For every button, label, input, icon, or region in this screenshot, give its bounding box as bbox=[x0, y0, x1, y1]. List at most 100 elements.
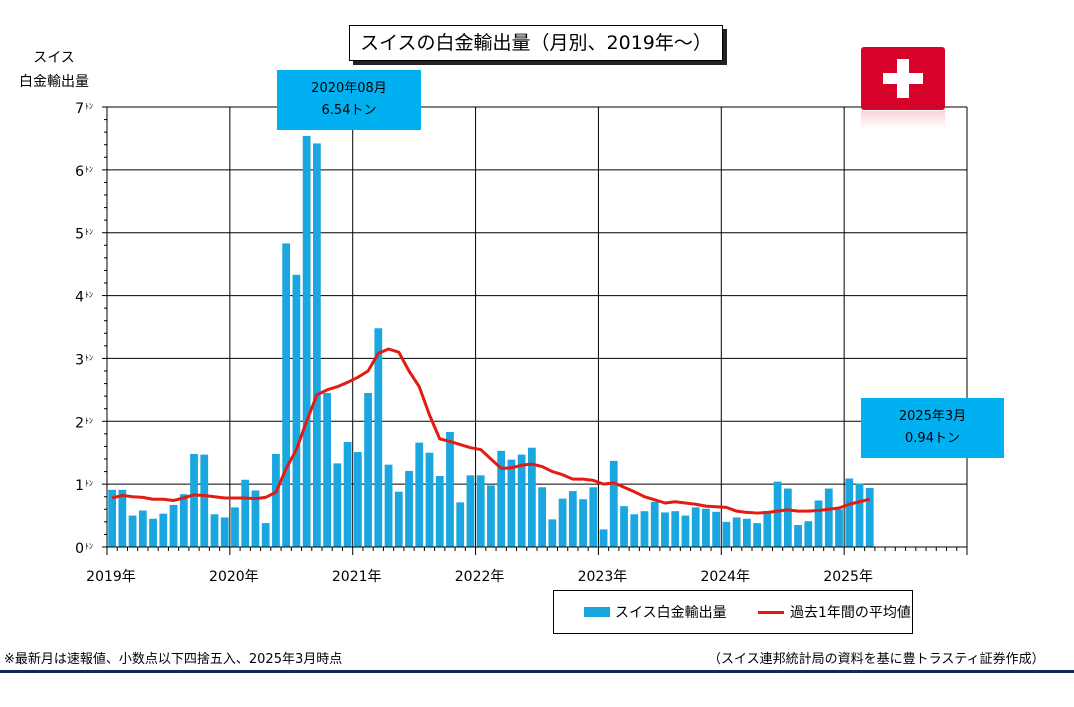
bar-series bbox=[108, 135, 874, 547]
bar bbox=[865, 487, 874, 547]
bar bbox=[640, 511, 649, 547]
y-tick-unit: ﾄﾝ bbox=[85, 228, 93, 237]
bar bbox=[650, 501, 659, 547]
y-tick-label: 0 bbox=[75, 541, 84, 557]
grid-lines bbox=[107, 106, 968, 547]
swiss-flag-reflection bbox=[861, 111, 945, 129]
y-tick-label: 7 bbox=[75, 101, 84, 117]
bar bbox=[435, 475, 444, 547]
bar bbox=[210, 514, 219, 547]
bar bbox=[261, 523, 270, 547]
y-tick-unit: ﾄﾝ bbox=[85, 542, 93, 551]
bar bbox=[343, 442, 352, 547]
bar bbox=[824, 488, 833, 547]
bar bbox=[620, 506, 628, 547]
bar bbox=[405, 470, 413, 547]
bar bbox=[804, 521, 813, 547]
y-tick-unit: ﾄﾝ bbox=[85, 479, 93, 488]
y-tick-label: 2 bbox=[75, 415, 84, 431]
bar bbox=[138, 510, 147, 547]
bar bbox=[108, 489, 117, 547]
bar bbox=[241, 479, 250, 547]
bar bbox=[630, 514, 639, 547]
bar bbox=[190, 453, 198, 547]
chart-title: スイスの白金輸出量（月別、2019年～） bbox=[349, 25, 723, 61]
bar bbox=[661, 512, 669, 547]
bar bbox=[845, 478, 854, 547]
bar bbox=[589, 487, 598, 547]
swiss-flag-icon bbox=[861, 47, 945, 110]
bar bbox=[333, 463, 342, 547]
bar bbox=[517, 454, 526, 547]
callout-peak: 2020年08月 6.54トン bbox=[277, 70, 421, 130]
bar bbox=[282, 243, 291, 547]
bar bbox=[507, 459, 516, 547]
bar bbox=[220, 517, 229, 547]
bar bbox=[783, 488, 792, 547]
bar bbox=[394, 491, 403, 547]
bar bbox=[159, 513, 168, 547]
callout-latest: 2025年3月 0.94トン bbox=[861, 398, 1004, 458]
y-tick-label: 6 bbox=[75, 164, 84, 180]
bar bbox=[312, 143, 321, 547]
x-tick-label: 2019年 bbox=[86, 569, 136, 585]
x-tick-label: 2022年 bbox=[455, 569, 505, 585]
y-tick-unit: ﾄﾝ bbox=[85, 102, 93, 111]
legend-swatch-bar bbox=[584, 607, 610, 617]
legend-swatch-line bbox=[758, 610, 784, 614]
bar bbox=[691, 507, 700, 547]
x-tick-labels: 2019年 2020年 2021年 2022年 2023年 2024年 2025年 bbox=[86, 569, 873, 585]
legend-item-average: 過去1年間の平均値 bbox=[758, 591, 911, 633]
y-tick-unit: ﾄﾝ bbox=[85, 291, 93, 300]
y-tick-label: 1 bbox=[75, 478, 84, 494]
callout-latest-date: 2025年3月 bbox=[898, 409, 967, 424]
y-tick-label: 3 bbox=[75, 352, 84, 368]
x-tick-label: 2021年 bbox=[332, 569, 382, 585]
bar bbox=[742, 518, 751, 547]
average-line bbox=[111, 347, 871, 515]
bar bbox=[487, 485, 495, 547]
bar bbox=[773, 481, 782, 547]
bar bbox=[425, 452, 434, 547]
bar bbox=[814, 500, 823, 547]
legend-label-average: 過去1年間の平均値 bbox=[790, 605, 911, 621]
bar bbox=[251, 490, 260, 547]
x-tick-label: 2023年 bbox=[578, 569, 628, 585]
bar bbox=[200, 454, 209, 547]
bar bbox=[702, 508, 710, 547]
bar bbox=[753, 523, 762, 547]
bar bbox=[681, 515, 690, 547]
x-tick-label: 2020年 bbox=[209, 569, 259, 585]
y-tick-label: 4 bbox=[75, 290, 84, 306]
bar bbox=[374, 328, 383, 547]
bar bbox=[302, 135, 311, 547]
bottom-rule bbox=[0, 670, 1074, 673]
x-tick-label: 2025年 bbox=[823, 569, 873, 585]
bar bbox=[272, 453, 280, 547]
bar bbox=[794, 525, 802, 547]
bar bbox=[415, 442, 424, 547]
x-tick-label: 2024年 bbox=[700, 569, 750, 585]
bar bbox=[466, 475, 475, 547]
y-axis-label-line-1: スイス bbox=[33, 50, 75, 66]
bar bbox=[712, 511, 721, 547]
y-tick-unit: ﾄﾝ bbox=[85, 416, 93, 425]
bar bbox=[446, 431, 454, 547]
bar bbox=[292, 274, 301, 547]
bar bbox=[548, 519, 557, 547]
y-axis-label-line-2: 白金輸出量 bbox=[19, 74, 89, 90]
bar bbox=[179, 494, 188, 547]
bar bbox=[855, 483, 864, 547]
bar bbox=[527, 447, 536, 547]
bar bbox=[671, 511, 680, 547]
bar bbox=[579, 499, 587, 547]
bar bbox=[384, 464, 393, 547]
bar bbox=[732, 517, 741, 547]
chart-legend: スイス白金輸出量 過去1年間の平均値 bbox=[553, 590, 913, 634]
footnote: ※最新月は速報値、小数点以下四捨五入、2025年3月時点 bbox=[4, 652, 343, 667]
y-tick-unit: ﾄﾝ bbox=[85, 353, 93, 362]
source-note: （スイス連邦統計局の資料を基に豊トラスティ証券作成） bbox=[708, 652, 1045, 667]
bar bbox=[835, 509, 843, 547]
bar bbox=[558, 498, 567, 547]
